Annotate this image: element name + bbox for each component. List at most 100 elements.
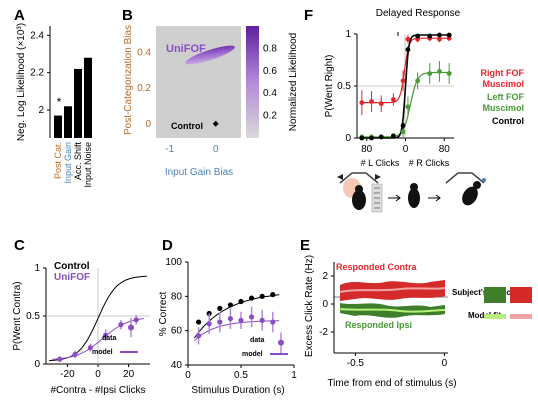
b-colorbar: [246, 26, 259, 138]
rat-3-body-icon: [462, 186, 478, 206]
d-unifof-point: [259, 317, 265, 323]
b-ylabel: Post-Categorization Bias: [123, 25, 134, 135]
c-legend-unifof: UniFOF: [54, 272, 90, 283]
b-colorbar-tick-label: 0.8: [263, 43, 277, 54]
f-left-fof-curve: [359, 71, 452, 138]
panel-b: UniFOF Control Post-Categorization Bias …: [123, 25, 299, 178]
speaker-right-icon: [375, 174, 381, 180]
f-right-fof-point: [359, 100, 365, 106]
d-ytick-label: 100: [165, 257, 182, 268]
e-xlabel: Time from end of stimulus (s): [327, 378, 456, 389]
f-legend-right-2: Muscimol: [482, 79, 524, 89]
a-ytick-label: 2.4: [30, 30, 44, 41]
d-control-point: [227, 302, 233, 308]
e-xtick-label: 0: [442, 358, 448, 369]
d-unifof-point: [249, 314, 255, 320]
e-ytick-label: -2: [319, 327, 328, 338]
a-ytick-label: 2: [38, 105, 44, 116]
e-legend-green-line: [484, 314, 506, 319]
f-task-schematic: [337, 172, 486, 213]
poke-box-3: [445, 172, 485, 184]
d-control-point: [249, 295, 255, 301]
panel-label-c: C: [14, 237, 25, 254]
d-key-data-point: [278, 339, 284, 346]
a-category-label: Input Gain: [63, 142, 73, 184]
d-xlabel: Stimulus Duration (s): [191, 385, 284, 396]
rat-1-body-icon: [352, 190, 366, 210]
b-likelihood-blob: [185, 45, 235, 65]
b-colorbar-tick-label: 0.2: [263, 111, 277, 122]
c-ytick-label: 0: [34, 359, 40, 370]
b-xtick-label: -1: [165, 144, 174, 155]
c-key-data: data: [102, 335, 117, 342]
c-unifof-curve: [52, 318, 144, 360]
e-ytick-label: 2: [322, 271, 328, 282]
f-right-fof-point: [400, 78, 406, 84]
water-reward-icon: [482, 178, 486, 182]
e-ytick-label: 0: [322, 299, 328, 310]
poke-box-1: [339, 172, 379, 184]
panel-label-b: B: [122, 7, 133, 24]
f-xtick-label: 80: [439, 144, 451, 155]
e-ylabel-text: Excess Click Rate (Hz): [304, 255, 315, 357]
a-category-label: Acc. Shift: [73, 142, 83, 181]
arrow-icon: [388, 194, 401, 202]
panel-label-f: F: [304, 7, 313, 24]
f-right-fof-point: [437, 36, 442, 42]
f-left-fof-point: [427, 71, 433, 76]
f-ytick-label: 0.5: [337, 81, 351, 92]
d-ytick-label: 80: [171, 291, 183, 302]
f-right-fof-curve: [359, 37, 452, 104]
f-control-curve: [359, 34, 452, 139]
f-right-fof-point: [378, 101, 384, 107]
d-unifof-point: [270, 319, 276, 325]
a-annotation: *: [57, 95, 62, 109]
e-ipsi-model: [339, 308, 446, 313]
d-control-point: [270, 292, 276, 298]
b-colorbar-label: Normalized Likelihood: [288, 33, 299, 131]
c-ytick-label: 0.5: [26, 311, 40, 322]
b-ytick-label: 0.4: [137, 48, 151, 59]
d-ytick-label: 40: [171, 360, 183, 371]
d-xtick-label: 0.5: [234, 370, 248, 381]
b-xtick-label: 0: [213, 144, 219, 155]
d-unifof-point: [196, 333, 202, 339]
f-left-fof-point: [446, 71, 452, 76]
c-key-data-point: [128, 324, 134, 331]
c-ytick-label: 1: [34, 263, 40, 274]
c-xtick-label: -20: [60, 369, 75, 380]
c-xtick-label: 0: [95, 369, 101, 380]
b-heatmap-background: [156, 26, 241, 138]
b-label-control: Control: [171, 121, 203, 131]
b-xlabel: Input Gain Bias: [165, 167, 233, 178]
e-legend-red-line: [510, 314, 532, 319]
f-ylabel: P(Went Right): [324, 55, 335, 118]
f-control-point: [369, 135, 374, 141]
speaker-left-icon: [337, 174, 343, 180]
f-left-fof-point: [405, 104, 411, 110]
f-control-point: [400, 123, 406, 128]
f-xtick-label: 80: [361, 144, 373, 155]
f-control-point: [359, 135, 365, 141]
c-key-model: model: [92, 349, 113, 356]
panel-d: % Correct Stimulus Duration (s) 0 0.5 1 40 6…: [158, 257, 297, 396]
c-data-point: [118, 322, 124, 328]
d-unifof-point: [238, 317, 244, 323]
e-legend-red-box: [510, 287, 532, 303]
a-ytick-label: 2.2: [30, 68, 44, 79]
d-ylabel: % Correct: [158, 292, 169, 337]
rat-2-head-icon: [410, 183, 418, 191]
c-xtick-label: 20: [123, 369, 135, 380]
a-category-label: Post Cat.: [53, 142, 63, 179]
e-ylabel: Excess Click Rate (Hz): [304, 255, 315, 357]
c-data-point: [57, 356, 63, 362]
f-legend-right: Right FOF: [481, 68, 525, 78]
d-control-point: [238, 298, 244, 305]
d-unifof-point: [217, 319, 223, 325]
panel-c: P(Went Contra) #Contra - #Ipsi Clicks Co…: [12, 261, 150, 396]
panel-a: Neg. Log Likelihood (×10³) 2 2.2 2.4 * Pos…: [16, 23, 93, 188]
f-left-fof-point: [400, 129, 406, 135]
f-control-point: [378, 134, 384, 140]
b-ytick-label: 0: [145, 119, 151, 130]
d-xtick-label: 0: [185, 370, 191, 381]
